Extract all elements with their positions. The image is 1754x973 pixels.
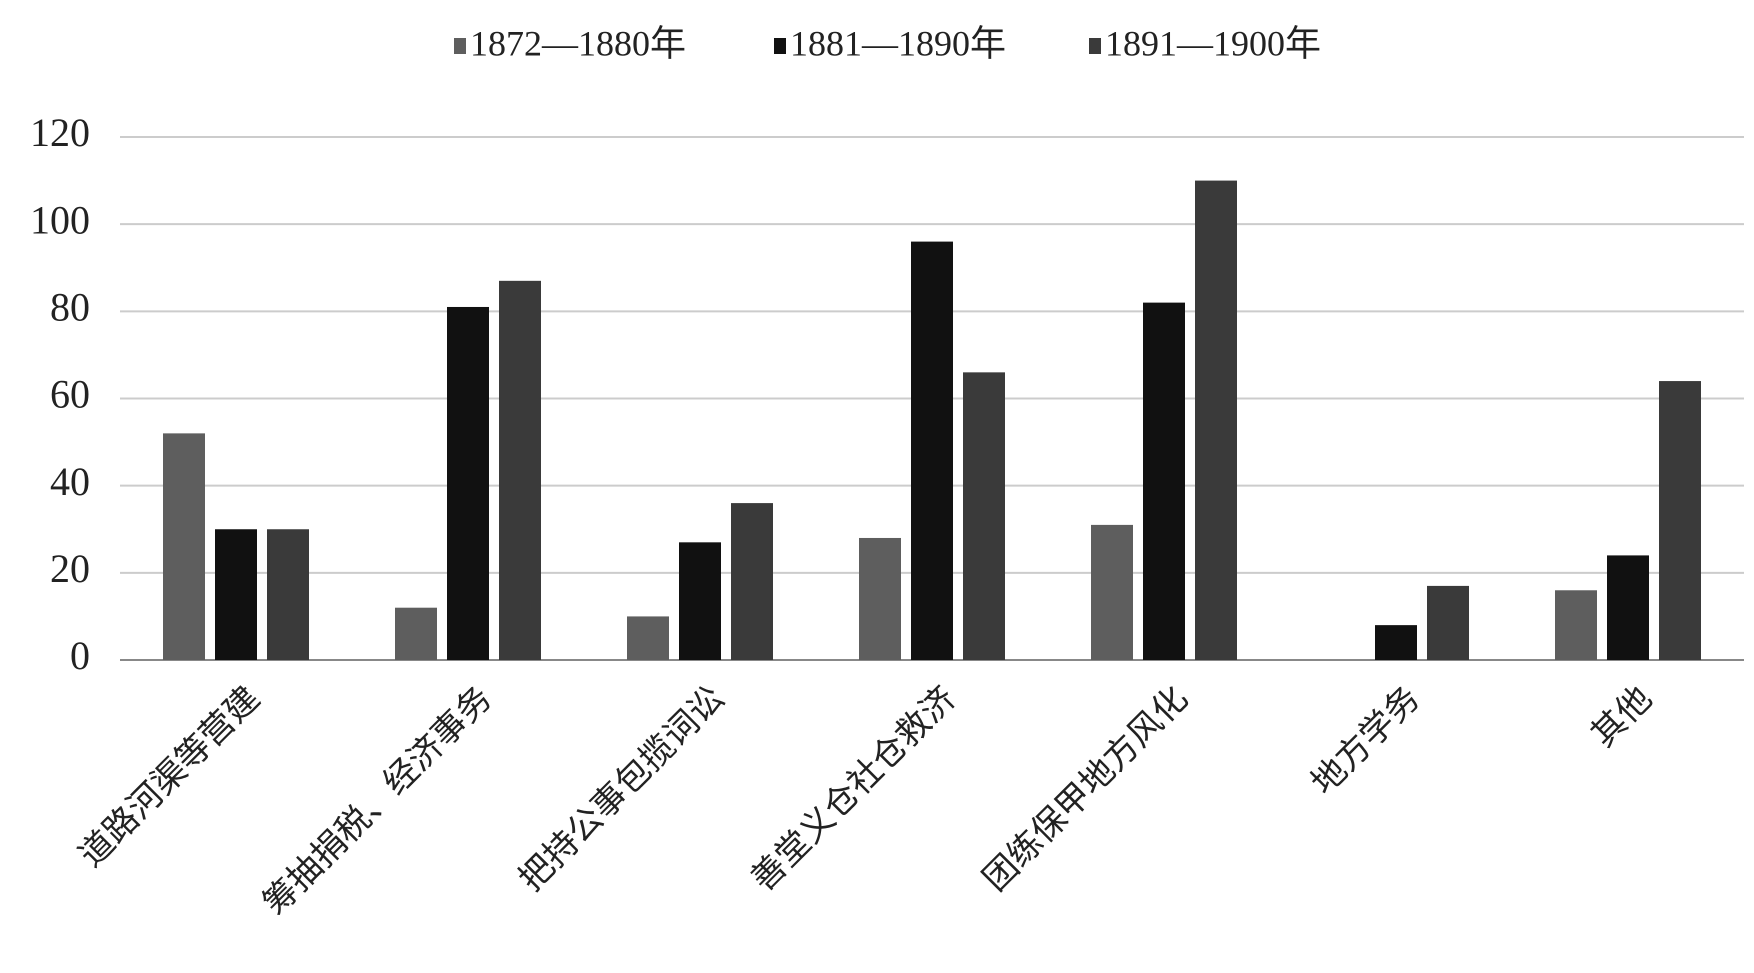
y-tick-label: 0 bbox=[70, 633, 90, 678]
x-tick-label: 筹抽捐税、经济事务 bbox=[256, 679, 499, 922]
bar bbox=[1195, 180, 1237, 661]
bar bbox=[395, 607, 437, 660]
y-tick-label: 20 bbox=[50, 546, 90, 591]
x-tick-label: 团练保甲地方风化 bbox=[976, 679, 1195, 898]
x-tick-label: 道路河渠等营建 bbox=[72, 679, 267, 874]
bar bbox=[627, 616, 669, 660]
y-tick-label: 60 bbox=[50, 372, 90, 417]
bar bbox=[1607, 555, 1649, 660]
legend-swatch bbox=[454, 38, 466, 54]
bar bbox=[447, 306, 489, 660]
y-tick-label: 40 bbox=[50, 459, 90, 504]
y-tick-label: 120 bbox=[30, 110, 90, 155]
x-tick-label: 善堂义仓社仓救济 bbox=[744, 679, 963, 898]
bar bbox=[1143, 302, 1185, 660]
bar bbox=[1555, 590, 1597, 660]
legend-swatch bbox=[1089, 38, 1101, 54]
bar bbox=[963, 372, 1005, 660]
bar bbox=[499, 280, 541, 660]
y-tick-label: 100 bbox=[30, 197, 90, 242]
bar bbox=[163, 433, 205, 660]
bar bbox=[1375, 625, 1417, 660]
legend-label: 1881—1890年 bbox=[790, 23, 1006, 63]
x-tick-label: 其他 bbox=[1585, 680, 1659, 754]
bar bbox=[267, 529, 309, 660]
bar bbox=[859, 537, 901, 660]
legend-label: 1872—1880年 bbox=[470, 23, 686, 63]
x-tick-label: 地方学务 bbox=[1304, 679, 1427, 802]
legend-label: 1891—1900年 bbox=[1105, 23, 1321, 63]
bar bbox=[1091, 524, 1133, 660]
bar bbox=[1427, 585, 1469, 660]
bar bbox=[679, 542, 721, 660]
x-tick-label: 把持公事包揽词讼 bbox=[512, 679, 731, 898]
legend-swatch bbox=[774, 38, 786, 54]
bar bbox=[215, 529, 257, 660]
bar bbox=[731, 503, 773, 660]
y-tick-label: 80 bbox=[50, 285, 90, 330]
bar bbox=[911, 241, 953, 660]
bar bbox=[1659, 381, 1701, 660]
